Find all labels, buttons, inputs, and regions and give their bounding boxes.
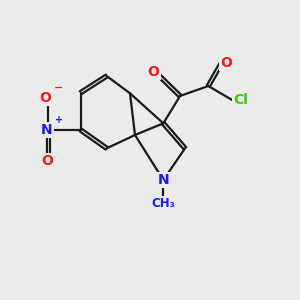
Text: O: O <box>41 154 53 168</box>
Text: O: O <box>148 65 160 79</box>
Text: Cl: Cl <box>234 93 248 107</box>
Text: N: N <box>41 123 52 137</box>
Text: O: O <box>220 56 232 70</box>
Text: +: + <box>55 116 63 125</box>
Text: −: − <box>54 83 63 93</box>
Text: CH₃: CH₃ <box>152 197 175 210</box>
Text: N: N <box>158 173 169 187</box>
Text: O: O <box>39 91 51 105</box>
